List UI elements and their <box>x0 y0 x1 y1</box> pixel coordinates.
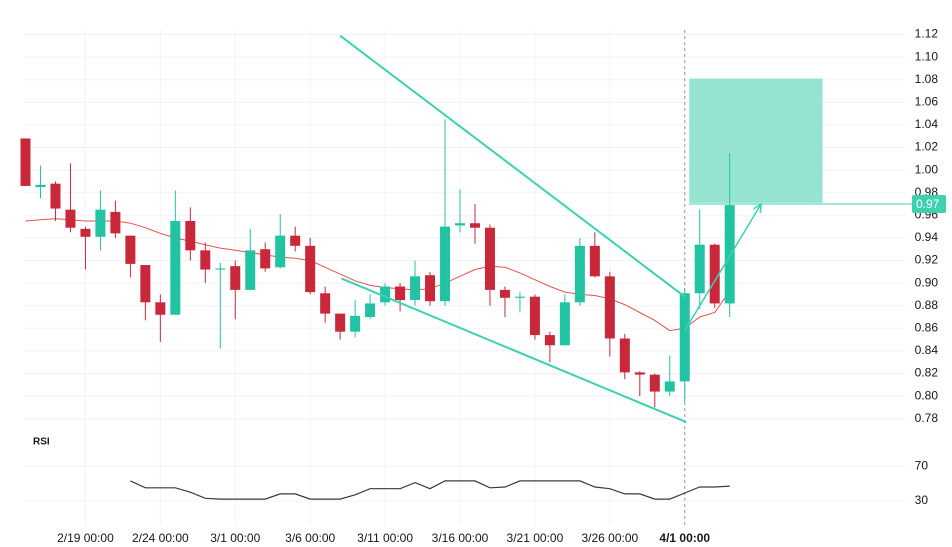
y-tick-label: 70 <box>915 458 929 472</box>
candle-body <box>185 220 196 251</box>
candle-body <box>634 372 645 375</box>
y-tick-label: 0.86 <box>915 320 939 334</box>
y-tick-label: 1.00 <box>915 162 939 176</box>
candle-body <box>694 244 705 294</box>
candle-body <box>305 245 316 293</box>
candle-body <box>215 268 226 270</box>
trendline <box>341 277 687 424</box>
candle-body <box>35 184 46 188</box>
candle-body <box>230 266 241 290</box>
candle-body <box>245 250 256 290</box>
candle-body <box>95 209 106 237</box>
rsi-line <box>130 480 730 500</box>
x-tick-label: 3/11 00:00 <box>357 531 413 545</box>
candle-body <box>290 235 301 246</box>
candle-body <box>125 235 136 264</box>
candle-body <box>320 293 331 314</box>
candle-body <box>20 138 31 186</box>
x-tick-label: 3/21 00:00 <box>507 531 564 545</box>
y-tick-label: 0.84 <box>915 343 939 357</box>
x-tick-label: 2/19 00:00 <box>57 531 114 545</box>
y-tick-label: 30 <box>915 493 929 507</box>
candle-body <box>410 276 421 301</box>
candle-body <box>619 338 630 373</box>
candle-body <box>499 289 510 298</box>
candle-body <box>574 245 585 303</box>
y-tick-label: 0.92 <box>915 253 939 267</box>
rsi-title: RSI <box>33 437 50 448</box>
candle-body <box>455 223 466 226</box>
moving-average <box>25 218 731 332</box>
candle-body <box>529 296 540 336</box>
trendline <box>339 34 686 298</box>
candle-body <box>200 250 211 270</box>
y-tick-label: 1.06 <box>915 94 939 108</box>
candle-body <box>484 227 495 290</box>
candle-body <box>365 303 376 318</box>
y-tick-label: 1.04 <box>915 117 939 131</box>
y-tick-label: 1.02 <box>915 140 939 154</box>
candle-body <box>440 226 451 302</box>
y-tick-label: 0.90 <box>915 275 939 289</box>
candle-body <box>559 302 570 346</box>
candle-body <box>170 220 181 315</box>
price-label-bg <box>912 195 946 214</box>
candle-body <box>80 228 91 237</box>
x-tick-label: 3/26 00:00 <box>581 531 638 545</box>
candle-body <box>604 276 615 339</box>
y-tick-label: 1.08 <box>915 72 939 86</box>
candle-body <box>679 293 690 382</box>
y-tick-label: 0.82 <box>915 366 939 380</box>
candle-body <box>649 374 660 392</box>
candle-body <box>350 315 361 332</box>
candle-body <box>469 223 480 228</box>
candle-body <box>335 313 346 332</box>
candle-body <box>380 286 391 303</box>
price-label: 0.97 <box>916 197 940 211</box>
y-tick-label: 0.80 <box>915 388 939 402</box>
candle-body <box>709 244 720 304</box>
y-tick-label: 1.10 <box>915 49 939 63</box>
y-tick-label: 0.88 <box>915 298 939 312</box>
x-tick-label: 3/6 00:00 <box>285 531 335 545</box>
candle-body <box>275 235 286 268</box>
candle-body <box>155 302 166 315</box>
candle-body <box>514 296 525 298</box>
candle-body <box>425 275 436 302</box>
candle-body <box>110 211 121 234</box>
candle-body <box>140 265 151 303</box>
x-tick-label: 3/1 00:00 <box>210 531 260 545</box>
y-tick-label: 0.78 <box>915 411 939 425</box>
candle-body <box>50 183 61 209</box>
y-tick-label: 1.12 <box>915 27 939 41</box>
candle-body <box>724 205 735 304</box>
candle-body <box>664 381 675 392</box>
x-tick-label: 2/24 00:00 <box>132 531 189 545</box>
candle-body <box>589 245 600 277</box>
candle-body <box>65 209 76 228</box>
x-tick-label: 4/1 00:00 <box>659 531 710 545</box>
x-tick-label: 3/16 00:00 <box>432 531 489 545</box>
candle-body <box>260 249 271 269</box>
y-tick-label: 0.94 <box>915 230 939 244</box>
target-box <box>689 78 823 203</box>
candle-body <box>395 286 406 301</box>
candle-body <box>544 335 555 346</box>
